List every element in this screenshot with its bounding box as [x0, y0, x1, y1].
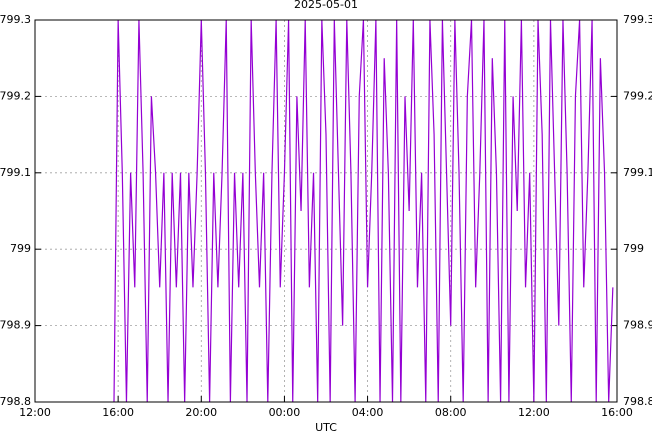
y2-tick-label: 798.8: [623, 395, 652, 408]
y-tick-label: 799.1: [0, 166, 31, 179]
y-tick-label: 799.3: [0, 13, 31, 26]
x-tick-label: 16:00: [102, 406, 134, 419]
y2-tick-label: 799.1: [623, 166, 652, 179]
chart-title: 2025-05-01: [294, 0, 358, 11]
x-tick-label: 04:00: [352, 406, 384, 419]
y2-tick-label: 798.9: [623, 319, 652, 332]
y-tick-label: 799.2: [0, 89, 31, 102]
y2-tick-label: 799.3: [623, 13, 652, 26]
x-tick-label: 20:00: [185, 406, 217, 419]
plot-frame: [34, 19, 618, 403]
y2-tick-label: 799: [623, 242, 644, 255]
y-tick-label: 799: [10, 242, 31, 255]
y-tick-label: 798.9: [0, 319, 31, 332]
x-axis-label: UTC: [315, 421, 337, 432]
x-tick-label: 16:00: [601, 406, 633, 419]
y2-tick-label: 799.2: [623, 89, 652, 102]
x-tick-label: 00:00: [269, 406, 301, 419]
x-tick-label: 08:00: [435, 406, 467, 419]
x-tick-label: 12:00: [518, 406, 550, 419]
x-tick-label: 12:00: [19, 406, 51, 419]
y-tick-label: 798.8: [0, 395, 31, 408]
